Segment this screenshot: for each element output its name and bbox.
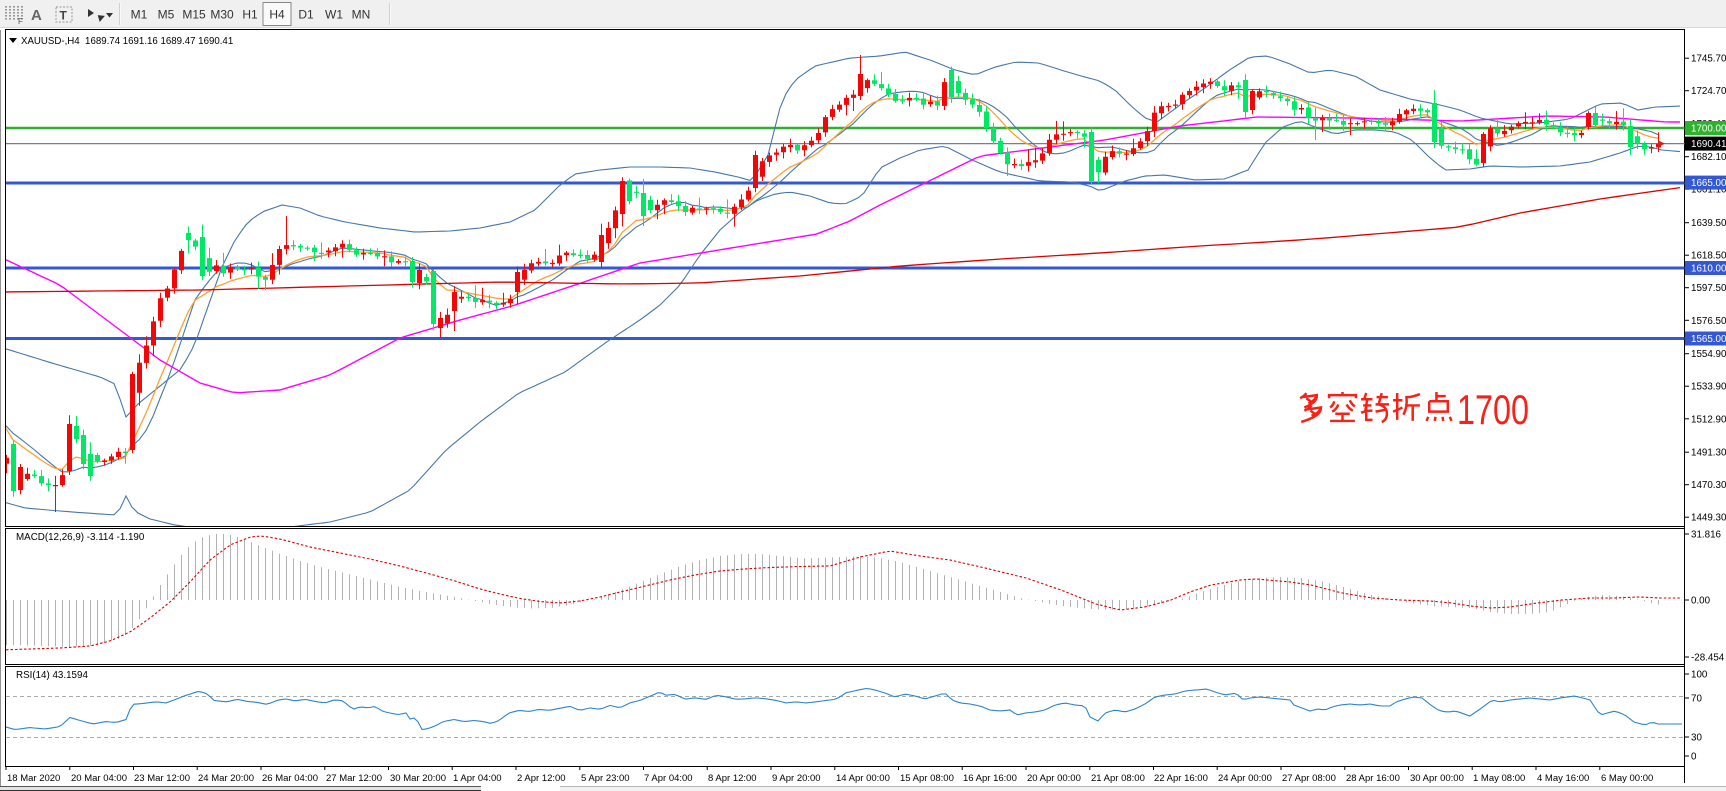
svg-text:70: 70: [1691, 694, 1702, 705]
svg-text:1491.30: 1491.30: [1691, 448, 1726, 459]
svg-text:1576.50: 1576.50: [1691, 316, 1726, 327]
svg-text:1665.00: 1665.00: [1691, 178, 1726, 189]
svg-text:30 Mar 20:00: 30 Mar 20:00: [390, 773, 446, 784]
svg-text:MACD(12,26,9) -3.114 -1.190: MACD(12,26,9) -3.114 -1.190: [16, 532, 145, 543]
svg-text:2 Apr 12:00: 2 Apr 12:00: [517, 773, 566, 784]
svg-text:26 Mar 04:00: 26 Mar 04:00: [262, 773, 318, 784]
svg-text:5 Apr 23:00: 5 Apr 23:00: [581, 773, 630, 784]
svg-text:-28.454: -28.454: [1691, 653, 1725, 664]
svg-text:16 Apr 16:00: 16 Apr 16:00: [963, 773, 1017, 784]
svg-text:1618.50: 1618.50: [1691, 251, 1726, 262]
svg-text:1700.00: 1700.00: [1691, 124, 1726, 135]
svg-text:31.816: 31.816: [1691, 530, 1722, 541]
svg-text:4 May 16:00: 4 May 16:00: [1537, 773, 1589, 784]
svg-text:1512.90: 1512.90: [1691, 414, 1726, 425]
svg-text:15 Apr 08:00: 15 Apr 08:00: [900, 773, 954, 784]
svg-text:28 Apr 16:00: 28 Apr 16:00: [1346, 773, 1400, 784]
svg-text:H1: H1: [242, 8, 258, 22]
svg-text:1 Apr 04:00: 1 Apr 04:00: [453, 773, 502, 784]
svg-text:20 Mar 04:00: 20 Mar 04:00: [71, 773, 127, 784]
svg-text:RSI(14) 43.1594: RSI(14) 43.1594: [16, 670, 88, 681]
svg-text:1661.10: 1661.10: [1691, 185, 1726, 196]
svg-text:A: A: [31, 7, 42, 24]
svg-text:0: 0: [1691, 752, 1697, 763]
svg-text:M30: M30: [210, 8, 234, 22]
svg-text:0.00: 0.00: [1691, 596, 1711, 607]
svg-text:1745.70: 1745.70: [1691, 54, 1726, 65]
svg-text:M1: M1: [131, 8, 148, 22]
svg-text:M5: M5: [158, 8, 175, 22]
svg-text:1449.30: 1449.30: [1691, 513, 1726, 524]
svg-text:W1: W1: [325, 8, 343, 22]
svg-text:100: 100: [1691, 670, 1708, 681]
svg-text:27 Mar 12:00: 27 Mar 12:00: [326, 773, 382, 784]
svg-text:1724.70: 1724.70: [1691, 86, 1726, 97]
svg-text:1470.30: 1470.30: [1691, 480, 1726, 491]
svg-text:30 Apr 00:00: 30 Apr 00:00: [1410, 773, 1464, 784]
svg-text:27 Apr 08:00: 27 Apr 08:00: [1282, 773, 1336, 784]
svg-text:8 Apr 12:00: 8 Apr 12:00: [708, 773, 757, 784]
svg-text:1533.90: 1533.90: [1691, 382, 1726, 393]
svg-text:1597.50: 1597.50: [1691, 283, 1726, 294]
svg-text:1690.41: 1690.41: [1691, 139, 1726, 150]
svg-text:H4: H4: [269, 8, 285, 22]
svg-text:1639.50: 1639.50: [1691, 218, 1726, 229]
svg-text:1700: 1700: [1457, 386, 1529, 433]
svg-text:1565.00: 1565.00: [1691, 334, 1726, 345]
svg-text:30: 30: [1691, 733, 1702, 744]
svg-text:24 Mar 20:00: 24 Mar 20:00: [198, 773, 254, 784]
svg-text:9 Apr 20:00: 9 Apr 20:00: [772, 773, 821, 784]
svg-text:1 May 08:00: 1 May 08:00: [1473, 773, 1525, 784]
svg-text:6 May 00:00: 6 May 00:00: [1601, 773, 1653, 784]
svg-text:20 Apr 00:00: 20 Apr 00:00: [1027, 773, 1081, 784]
svg-text:1682.10: 1682.10: [1691, 152, 1726, 163]
svg-text:22 Apr 16:00: 22 Apr 16:00: [1154, 773, 1208, 784]
svg-text:1554.90: 1554.90: [1691, 349, 1726, 360]
svg-text:14 Apr 00:00: 14 Apr 00:00: [836, 773, 890, 784]
svg-text:18 Mar 2020: 18 Mar 2020: [7, 773, 60, 784]
svg-text:D1: D1: [298, 8, 314, 22]
svg-text:F: F: [18, 17, 23, 26]
svg-text:M15: M15: [182, 8, 206, 22]
svg-text:21 Apr 08:00: 21 Apr 08:00: [1091, 773, 1145, 784]
svg-text:MN: MN: [352, 8, 371, 22]
svg-text:23 Mar 12:00: 23 Mar 12:00: [134, 773, 190, 784]
svg-text:1610.00: 1610.00: [1691, 264, 1726, 275]
svg-text:XAUUSD-,H4 1689.74 1691.16 16: XAUUSD-,H4 1689.74 1691.16 1689.47 1690.…: [21, 36, 233, 47]
svg-text:7 Apr 04:00: 7 Apr 04:00: [644, 773, 693, 784]
svg-text:24 Apr 00:00: 24 Apr 00:00: [1218, 773, 1272, 784]
svg-text:T: T: [60, 9, 68, 23]
